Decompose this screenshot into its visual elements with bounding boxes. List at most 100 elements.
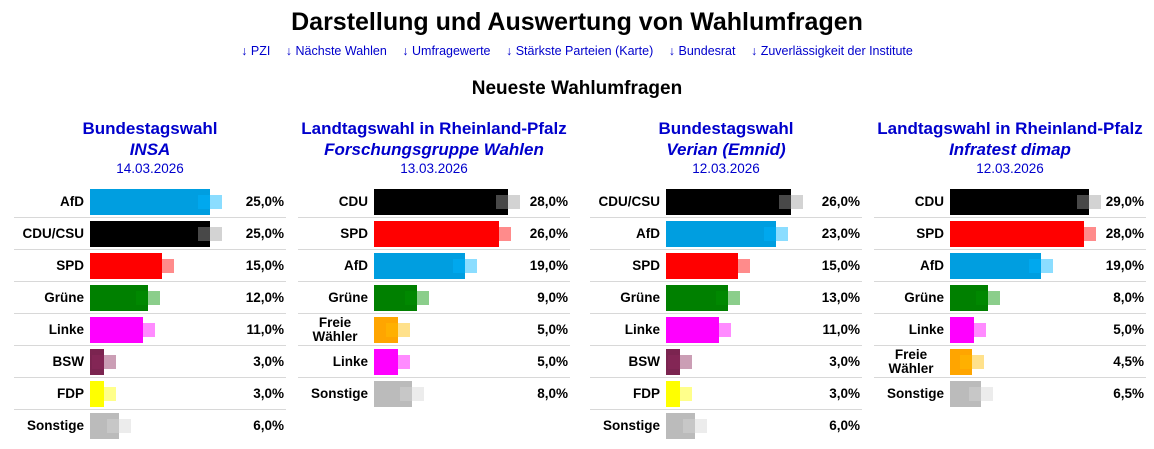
value-label: 19,0%	[1105, 258, 1144, 273]
poll-row: Linke 11,0%	[14, 314, 286, 346]
poll-row: Freie Wähler 5,0%	[298, 314, 570, 346]
poll-row: Sonstige 6,0%	[14, 410, 286, 442]
previous-value-marker	[198, 227, 222, 241]
poll-row: CDU 29,0%	[874, 186, 1146, 218]
value-label: 15,0%	[821, 258, 860, 273]
arrow-down-icon: ↓	[750, 44, 758, 58]
value-label: 6,0%	[253, 418, 284, 433]
poll-institute-link[interactable]: INSA	[129, 140, 171, 159]
poll-bar	[666, 221, 777, 247]
party-label: CDU/CSU	[598, 193, 660, 209]
party-label: Sonstige	[26, 417, 84, 433]
nav-link-staerkste-parteien[interactable]: ↓ Stärkste Parteien (Karte)	[505, 44, 654, 58]
section-title: Neueste Wahlumfragen	[471, 78, 683, 99]
party-label: Grüne	[328, 289, 368, 305]
party-label: BSW	[628, 353, 661, 369]
value-label: 11,0%	[246, 322, 284, 337]
value-label: 9,0%	[537, 290, 568, 305]
poll-bar	[374, 189, 509, 215]
nav-link-zuverlaessigkeit[interactable]: ↓ Zuverlässigkeit der Institute	[750, 44, 913, 58]
party-label: Linke	[908, 321, 944, 337]
poll-bar	[374, 221, 499, 247]
poll-bar-chart: CDU 29,0% SPD 28,0% AfD 19,0% Grüne 8,0% Linke 5,…	[874, 186, 1146, 410]
value-label: 26,0%	[821, 194, 860, 209]
previous-value-marker	[106, 419, 131, 433]
poll-bar	[90, 221, 210, 247]
value-label: 13,0%	[821, 290, 860, 305]
party-label: CDU/CSU	[22, 225, 84, 241]
previous-value-marker	[778, 195, 803, 209]
nav-link-pzi[interactable]: ↓ PZI	[241, 44, 271, 58]
nav-link-umfragewerte[interactable]: ↓ Umfragewerte	[402, 44, 491, 58]
nav-link-bundesrat[interactable]: ↓ Bundesrat	[668, 44, 736, 58]
value-label: 28,0%	[1105, 226, 1144, 241]
poll-bar	[90, 189, 210, 215]
value-label: 29,0%	[1105, 194, 1144, 209]
poll-row: Grüne 8,0%	[874, 282, 1146, 314]
previous-value-marker	[1072, 227, 1097, 241]
previous-value-marker	[764, 227, 789, 241]
value-label: 4,5%	[1113, 354, 1144, 369]
poll-row: SPD 15,0%	[590, 250, 862, 282]
previous-value-marker	[386, 355, 410, 369]
value-label: 5,0%	[537, 354, 568, 369]
value-label: 15,0%	[245, 258, 284, 273]
party-label: Grüne	[44, 289, 84, 305]
nav-link-naechste-wahlen[interactable]: ↓ Nächste Wahlen	[285, 44, 387, 58]
previous-value-marker	[150, 259, 174, 273]
poll-institute-link[interactable]: Verian (Emnid)	[666, 140, 786, 159]
poll-bar	[666, 189, 791, 215]
party-label: AfD	[636, 225, 660, 241]
previous-value-marker	[92, 355, 117, 369]
previous-value-marker	[400, 387, 425, 401]
poll-row: Freie Wähler 4,5%	[874, 346, 1146, 378]
previous-value-marker	[453, 259, 478, 273]
poll-election-link[interactable]: Bundestagswahl	[82, 119, 218, 138]
poll-row: Grüne 13,0%	[590, 282, 862, 314]
poll-row: Linke 11,0%	[590, 314, 862, 346]
previous-value-marker	[668, 387, 693, 401]
nav-links: ↓ PZI ↓ Nächste Wahlen ↓ Umfragewerte ↓ …	[0, 44, 1154, 58]
previous-value-marker	[1077, 195, 1102, 209]
poll-institute-link[interactable]: Infratest dimap	[949, 140, 1071, 159]
poll-row: BSW 3,0%	[590, 346, 862, 378]
party-label: Freie Wähler	[312, 314, 358, 344]
party-label: SPD	[916, 225, 944, 241]
poll-row: CDU/CSU 26,0%	[590, 186, 862, 218]
previous-value-marker	[496, 195, 521, 209]
party-label: AfD	[920, 257, 944, 273]
poll-election-link[interactable]: Landtagswahl in Rheinland-Pfalz	[877, 119, 1143, 138]
previous-value-marker	[92, 387, 117, 401]
value-label: 26,0%	[529, 226, 568, 241]
arrow-down-icon: ↓	[668, 44, 676, 58]
poll-date: 14.03.2026	[116, 161, 184, 176]
poll-election-link[interactable]: Landtagswahl in Rheinland-Pfalz	[301, 119, 567, 138]
previous-value-marker	[1029, 259, 1054, 273]
value-label: 8,0%	[537, 386, 568, 401]
party-label: Grüne	[620, 289, 660, 305]
value-label: 25,0%	[245, 194, 284, 209]
poll-row: FDP 3,0%	[590, 378, 862, 410]
poll-row: AfD 19,0%	[298, 250, 570, 282]
previous-value-marker	[135, 291, 160, 305]
value-label: 8,0%	[1113, 290, 1144, 305]
poll-election-link[interactable]: Bundestagswahl	[658, 119, 794, 138]
party-label: Sonstige	[886, 385, 944, 401]
arrow-down-icon: ↓	[505, 44, 513, 58]
page-title: Darstellung und Auswertung von Wahlumfra…	[291, 8, 863, 36]
poll-institute-link[interactable]: Forschungsgruppe Wahlen	[324, 140, 544, 159]
value-label: 25,0%	[245, 226, 284, 241]
poll-date: 12.03.2026	[976, 161, 1044, 176]
poll-row: Linke 5,0%	[874, 314, 1146, 346]
poll-row: Grüne 12,0%	[14, 282, 286, 314]
poll-card: Landtagswahl in Rheinland-Pfalz Forschun…	[298, 118, 570, 410]
poll-row: Grüne 9,0%	[298, 282, 570, 314]
poll-row: FDP 3,0%	[14, 378, 286, 410]
poll-row: Sonstige 8,0%	[298, 378, 570, 410]
party-label: BSW	[52, 353, 85, 369]
poll-row: AfD 25,0%	[14, 186, 286, 218]
party-label: SPD	[56, 257, 84, 273]
value-label: 6,0%	[829, 418, 860, 433]
previous-value-marker	[726, 259, 750, 273]
previous-value-marker	[959, 355, 984, 369]
